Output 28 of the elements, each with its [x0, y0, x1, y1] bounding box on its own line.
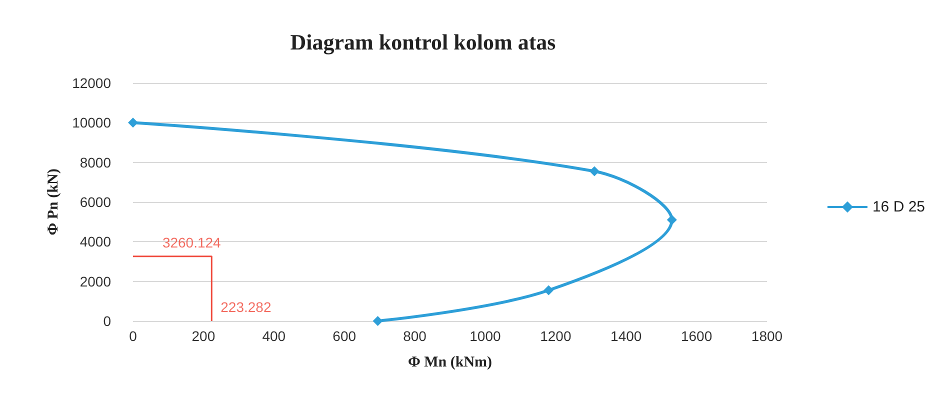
x-tick-label: 1800 [751, 328, 783, 344]
point [589, 166, 600, 176]
chart-title: Diagram kontrol kolom atas [290, 30, 556, 54]
x-tick-label: 1400 [610, 328, 642, 344]
annotation: 223.282 [220, 299, 272, 315]
y-tick-label: 10000 [72, 114, 112, 131]
point [128, 118, 138, 128]
y-tick-label: 6000 [80, 194, 112, 210]
x-tick-label: 600 [332, 328, 356, 344]
y-axis-title: Φ Pn (kN) [46, 168, 62, 236]
x-tick-label: 800 [403, 328, 427, 344]
x-tick-label: 0 [129, 328, 138, 344]
x-tick-label: 400 [262, 328, 286, 344]
legend-label: 16 D 25 [872, 198, 926, 216]
point [372, 316, 383, 326]
x-tick-label: 1200 [540, 328, 572, 344]
y-tick-label: 2000 [80, 273, 112, 290]
point [666, 214, 677, 225]
y-tick-label: 0 [103, 313, 112, 329]
y-tick-label: 8000 [80, 154, 112, 170]
annotation: 3260.124 [162, 234, 222, 250]
y-tick-label: 4000 [80, 234, 112, 250]
x-axis-title: Φ Mn (kNm) [408, 354, 492, 370]
y-tick-label: 12000 [72, 75, 112, 91]
x-tick-label: 1600 [680, 328, 712, 344]
point [544, 285, 554, 296]
x-tick-label: 200 [192, 328, 216, 344]
x-tick-label: 1000 [470, 328, 501, 344]
